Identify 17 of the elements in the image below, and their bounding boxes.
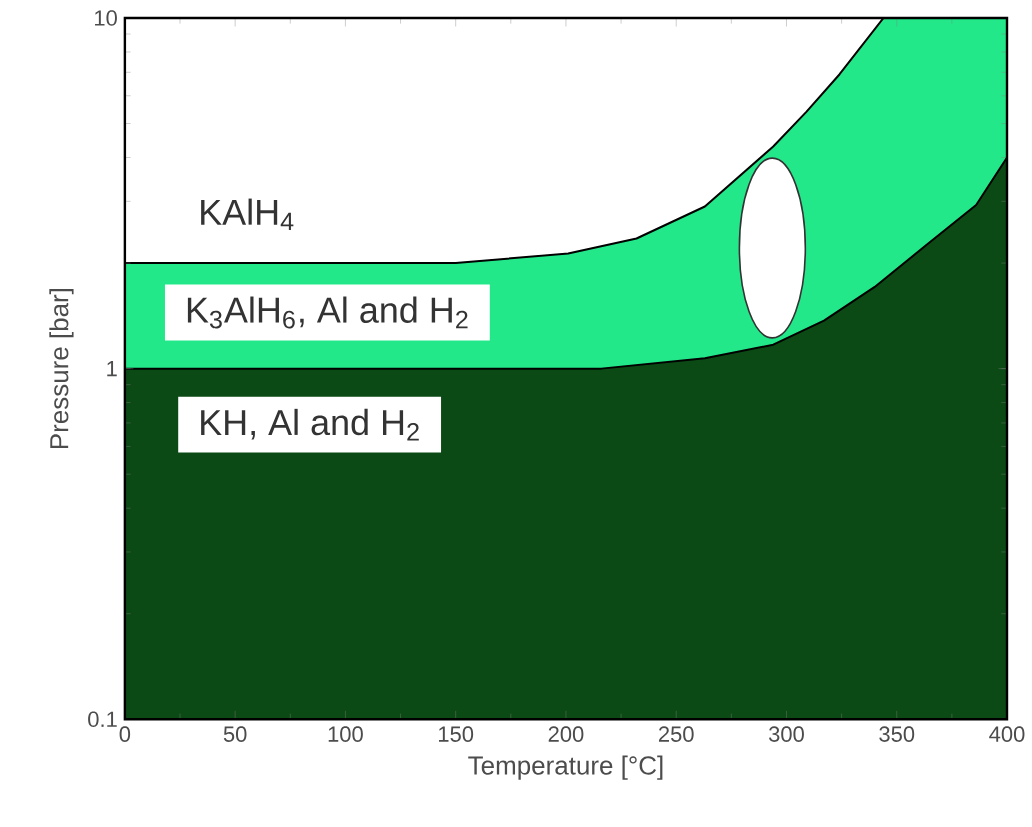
x-tick-label: 200 — [548, 726, 584, 742]
x-tick-label: 150 — [439, 726, 474, 742]
y-tick-label: 10 — [95, 10, 117, 26]
x-tick-label: 400 — [989, 726, 1025, 742]
x-tick-label: 100 — [328, 726, 363, 742]
x-tick-label: 0 — [119, 726, 131, 742]
annotation: KAlH$_{4}$ — [201, 198, 294, 230]
y-tick-label: 0.1 — [88, 711, 117, 727]
y-tick-label: 1 — [107, 361, 117, 377]
y-axis-title: Pressure [bar] — [49, 288, 74, 448]
x-tick-label: 350 — [879, 726, 915, 742]
x-axis-title: Temperature [°C] — [468, 755, 663, 780]
annotation: KH, Al and H$_{2}$ — [201, 408, 419, 441]
annotation: K$_{3}$AlH$_{6}$, Al and H$_{2}$ — [187, 296, 468, 329]
x-tick-label: 250 — [658, 726, 694, 742]
x-tick-label: 300 — [768, 726, 804, 742]
x-tick-label: 50 — [223, 726, 247, 742]
